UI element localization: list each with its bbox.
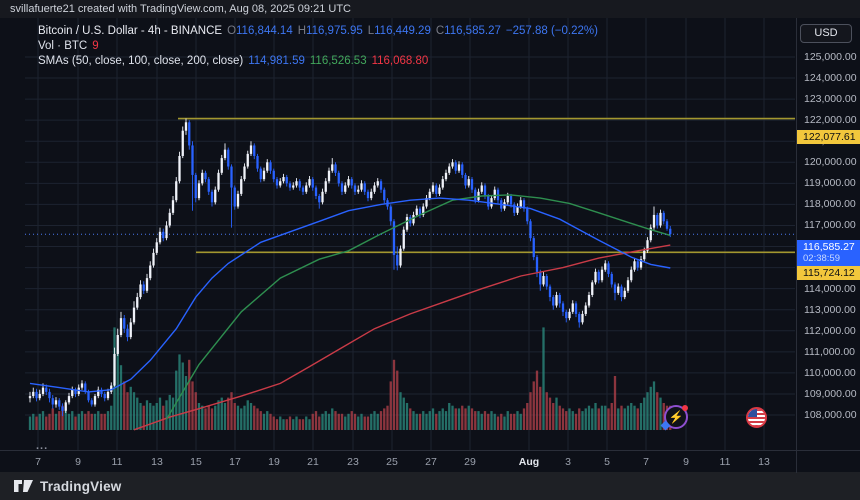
price-axis-label: 118,000.00 bbox=[804, 198, 856, 211]
price-axis-label: 110,000.00 bbox=[804, 366, 856, 379]
time-axis-label: 17 bbox=[229, 456, 241, 468]
sma200-value: 116,068.80 bbox=[371, 55, 429, 67]
time-axis-label: 23 bbox=[347, 456, 359, 468]
attribution-text: svillafuerte21 created with TradingView.… bbox=[10, 3, 351, 15]
sma100-value: 116,526.53 bbox=[309, 55, 367, 67]
price-axis-label: 109,000.00 bbox=[804, 387, 857, 400]
volume-label: Vol · BTC bbox=[38, 40, 88, 52]
high-label: H bbox=[297, 25, 307, 37]
time-axis-label: 7 bbox=[35, 456, 41, 468]
horizontal-rays-layer[interactable] bbox=[178, 117, 795, 254]
sma-label: SMAs (50, close, 100, close, 200, close) bbox=[38, 55, 244, 67]
low-value: 116,449.29 bbox=[374, 25, 431, 37]
current-price-badge: 116,585.27 02:38:59 bbox=[797, 240, 860, 266]
axis-corner-divider bbox=[796, 451, 797, 473]
time-axis-label: 13 bbox=[151, 456, 163, 468]
volume-value: 9 bbox=[92, 40, 99, 52]
time-axis[interactable]: 7 9 11 13 15 17 19 21 23 25 27 29 Aug 3 5 7 9 11 13 bbox=[0, 450, 860, 473]
time-axis-label: 27 bbox=[425, 456, 437, 468]
time-axis-label: 7 bbox=[643, 456, 649, 468]
chart-legend: Bitcoin / U.S. Dollar - 4h - BINANCE O11… bbox=[38, 24, 598, 69]
lightning-event-icon[interactable]: ⚡ bbox=[660, 405, 688, 431]
legend-sma-row[interactable]: SMAs (50, close, 100, close, 200, close)… bbox=[38, 54, 598, 68]
notification-dot-icon bbox=[682, 405, 688, 411]
price-axis-label: 112,000.00 bbox=[804, 324, 856, 337]
high-value: 116,975.95 bbox=[306, 25, 363, 37]
legend-symbol-row[interactable]: Bitcoin / U.S. Dollar - 4h - BINANCE O11… bbox=[38, 24, 598, 38]
price-axis-label: 119,000.00 bbox=[804, 177, 856, 190]
pane-more-button[interactable]: ... bbox=[36, 440, 49, 452]
time-axis-label: 15 bbox=[190, 456, 202, 468]
currency-button[interactable]: USD bbox=[800, 24, 852, 43]
time-axis-label: 21 bbox=[307, 456, 319, 468]
price-axis-label: 114,000.00 bbox=[804, 282, 856, 295]
time-axis-label: 9 bbox=[683, 456, 689, 468]
price-axis-label: 125,000.00 bbox=[804, 51, 857, 63]
time-axis-label: 3 bbox=[565, 456, 571, 468]
price-axis-label: 111,000.00 bbox=[804, 345, 855, 358]
time-axis-label: 5 bbox=[604, 456, 610, 468]
tradingview-logo-icon[interactable] bbox=[14, 480, 33, 492]
time-axis-label: 25 bbox=[386, 456, 398, 468]
current-price-value: 116,585.27 bbox=[803, 241, 855, 253]
price-axis-label: 113,000.00 bbox=[804, 303, 856, 316]
price-axis-label: 120,000.00 bbox=[804, 156, 857, 169]
price-axis-label: 124,000.00 bbox=[804, 72, 857, 85]
chart-widget: Bitcoin / U.S. Dollar - 4h - BINANCE O11… bbox=[0, 18, 860, 473]
legend-volume-row[interactable]: Vol · BTC 9 bbox=[38, 39, 598, 53]
open-label: O bbox=[227, 25, 237, 37]
time-axis-label: 11 bbox=[719, 456, 731, 468]
time-axis-label: 11 bbox=[111, 456, 123, 468]
bar-countdown: 02:38:59 bbox=[803, 253, 840, 264]
time-axis-label: 29 bbox=[464, 456, 476, 468]
attribution-bar: svillafuerte21 created with TradingView.… bbox=[0, 0, 860, 18]
close-value: 116,585.27 bbox=[444, 25, 501, 37]
change-value: −257.88 (−0.22%) bbox=[505, 25, 598, 37]
open-value: 116,844.14 bbox=[236, 25, 293, 37]
flag-canton bbox=[748, 409, 757, 417]
chart-plot-area[interactable] bbox=[0, 18, 860, 472]
sma50-value: 114,981.59 bbox=[248, 55, 305, 67]
symbol-title: Bitcoin / U.S. Dollar - 4h - BINANCE bbox=[38, 25, 223, 37]
time-axis-label: Aug bbox=[518, 456, 540, 468]
time-axis-label: 19 bbox=[268, 456, 280, 468]
us-flag-event-icon[interactable] bbox=[746, 407, 767, 428]
close-label: C bbox=[435, 25, 445, 37]
sma-lines-layer bbox=[29, 194, 671, 431]
low-label: L bbox=[367, 25, 375, 37]
time-axis-label: 13 bbox=[758, 456, 770, 468]
price-axis-label: 123,000.00 bbox=[804, 93, 857, 106]
time-axis-label: 9 bbox=[75, 456, 81, 468]
price-axis-label: 117,000.00 bbox=[804, 219, 856, 232]
footer-bar: TradingView bbox=[0, 472, 860, 500]
price-axis-label: 108,000.00 bbox=[804, 409, 857, 422]
upper-ray-price-badge[interactable]: 122,077.61 bbox=[797, 130, 860, 144]
footer-brand[interactable]: TradingView bbox=[40, 478, 122, 494]
lower-ray-price-badge[interactable]: 115,724.12 bbox=[797, 266, 860, 280]
price-axis-label: 122,000.00 bbox=[804, 114, 857, 127]
volume-layer bbox=[28, 327, 672, 430]
candles-layer bbox=[28, 118, 672, 417]
lightning-glyph: ⚡ bbox=[668, 410, 684, 424]
